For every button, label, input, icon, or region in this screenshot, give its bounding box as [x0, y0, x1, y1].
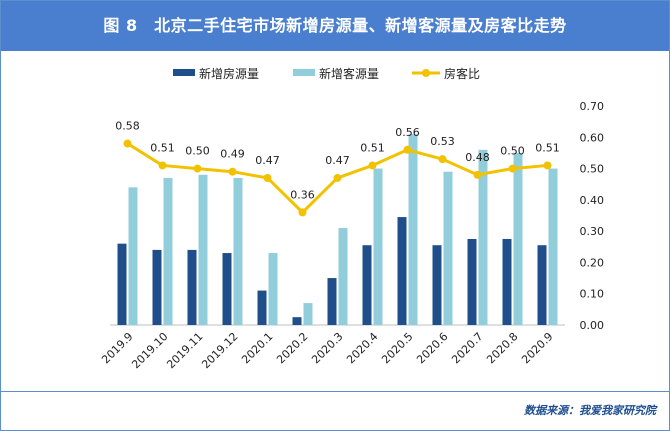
ratio-point [123, 139, 132, 148]
x-tick-label: 2020.7 [449, 330, 485, 366]
ratio-point [228, 167, 237, 176]
bar-listings [117, 243, 127, 325]
bar-listings [537, 245, 547, 325]
plot-area: 0.00 0.10 0.20 0.30 0.40 0.50 0.60 0.70 0.58 0.51… [99, 100, 604, 371]
bar-customers [478, 149, 488, 325]
ratio-point [543, 161, 552, 170]
legend-marker-ratio [422, 69, 430, 77]
ratio-data-label: 0.49 [220, 148, 245, 161]
ratio-point [193, 164, 202, 173]
y-tick-label: 0.10 [580, 288, 605, 301]
ratio-point [368, 161, 377, 170]
x-tick-label: 2020.1 [239, 330, 275, 366]
bar-customers [303, 303, 313, 325]
ratio-data-label: 0.36 [290, 188, 315, 201]
x-tick-label: 2020.9 [519, 330, 555, 366]
bar-customers [513, 152, 523, 325]
ratio-data-label: 0.53 [430, 135, 455, 148]
legend: 新增房源量 新增客源量 房客比 [173, 66, 480, 81]
ratio-point [333, 173, 342, 182]
x-tick-label: 2020.6 [414, 330, 450, 366]
ratio-data-label: 0.58 [115, 120, 140, 133]
x-tick-label: 2020.8 [484, 330, 520, 366]
legend-swatch-listings [173, 69, 195, 76]
ratio-point [473, 170, 482, 179]
y-tick-label: 0.50 [580, 163, 605, 176]
bar-listings [362, 245, 372, 325]
legend-label-customers: 新增客源量 [319, 66, 379, 81]
ratio-data-label: 0.56 [395, 126, 420, 139]
bar-customers [548, 168, 558, 325]
x-tick-label: 2020.2 [274, 330, 310, 366]
source-note: 数据来源：我爱我家研究院 [524, 404, 656, 417]
bar-listings [432, 245, 442, 325]
legend-swatch-customers [293, 69, 315, 76]
bar-customers [373, 168, 383, 325]
y-tick-label: 0.60 [580, 131, 605, 144]
bar-listings [292, 317, 302, 325]
ratio-point [508, 164, 517, 173]
ratio-data-label: 0.51 [360, 141, 385, 154]
bar-listings [502, 238, 512, 325]
ratio-point [403, 145, 412, 154]
ratio-point [158, 161, 167, 170]
x-tick-label: 2019.10 [129, 330, 170, 371]
chart-title: 图 8 北京二手住宅市场新增房源量、新增客源量及房客比走势 [1, 1, 669, 51]
legend-label-listings: 新增房源量 [199, 66, 259, 81]
bar-listings [187, 249, 197, 325]
bar-listings [397, 217, 407, 325]
x-tick-label: 2020.5 [379, 330, 415, 366]
ratio-point [298, 208, 307, 217]
bar-customers [268, 253, 278, 325]
bar-listings [467, 238, 477, 325]
legend-label-ratio: 房客比 [444, 66, 480, 81]
y-tick-label: 0.40 [580, 194, 605, 207]
bar-listings [327, 278, 337, 325]
x-tick-label: 2019.12 [199, 330, 240, 371]
ratio-data-label: 0.51 [150, 141, 175, 154]
bar-customers [408, 134, 418, 325]
bar-listings [222, 253, 232, 325]
y-tick-label: 0.20 [580, 256, 605, 269]
footer-divider [1, 391, 669, 392]
bar-listings [257, 290, 267, 325]
ratio-point [263, 173, 272, 182]
y-tick-label: 0.70 [580, 100, 605, 113]
ratio-point [438, 155, 447, 164]
bar-customers [233, 177, 243, 325]
ratio-data-label: 0.47 [255, 154, 280, 167]
ratio-data-label: 0.47 [325, 154, 350, 167]
ratio-data-label: 0.50 [500, 145, 525, 158]
bar-customers [128, 187, 138, 325]
y-tick-label: 0.30 [580, 225, 605, 238]
bar-customers [163, 177, 173, 325]
bar-customers [198, 174, 208, 325]
x-tick-label: 2019.11 [164, 330, 205, 371]
x-tick-label: 2020.4 [344, 330, 380, 366]
y-tick-label: 0.00 [580, 319, 605, 332]
x-tick-label: 2020.3 [309, 330, 345, 366]
ratio-data-label: 0.51 [535, 141, 560, 154]
ratio-data-label: 0.50 [185, 145, 210, 158]
bar-customers [443, 171, 453, 325]
ratio-data-label: 0.48 [465, 151, 490, 164]
bar-customers [338, 228, 348, 325]
bar-listings [152, 249, 162, 325]
